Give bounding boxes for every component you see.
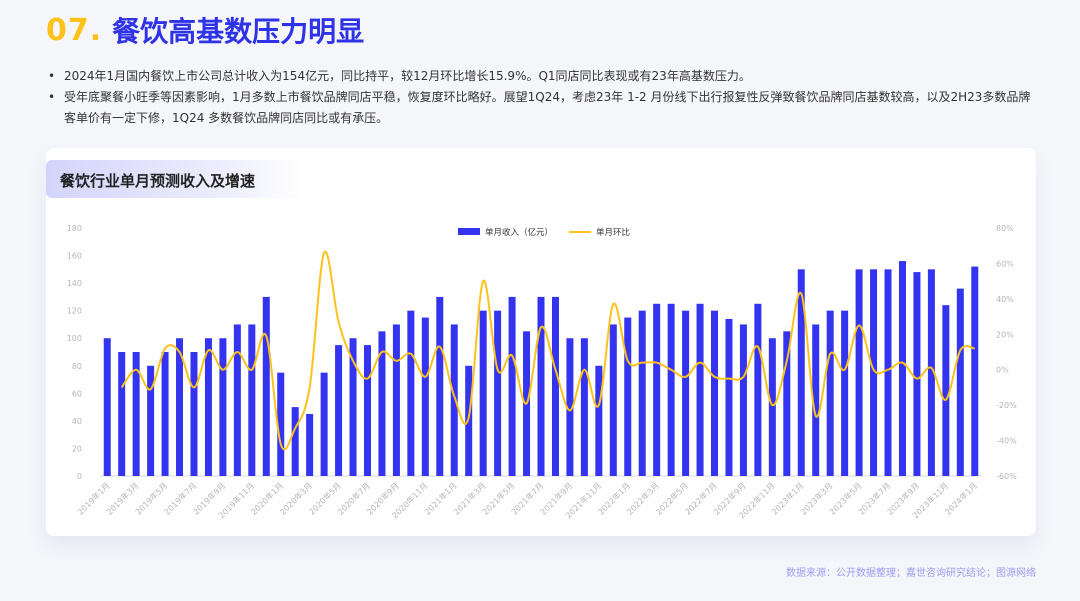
y-left-tick-label: 120 — [67, 307, 82, 316]
card-title: 餐饮行业单月预测收入及增速 — [60, 172, 256, 190]
bar — [638, 310, 646, 476]
bar — [624, 317, 632, 476]
bar — [956, 288, 964, 476]
bar — [797, 269, 805, 476]
bar — [898, 261, 906, 476]
card-header: 餐饮行业单月预测收入及增速 — [46, 160, 304, 198]
y-left-tick-label: 0 — [77, 472, 82, 481]
y-left-tick-label: 60 — [72, 389, 82, 398]
bar — [204, 338, 212, 476]
bar — [363, 345, 371, 476]
bar — [248, 324, 256, 476]
mom-growth-line — [120, 250, 975, 451]
y-left-tick-label: 100 — [67, 334, 82, 343]
bar — [812, 324, 820, 476]
bar — [277, 372, 285, 476]
legend-line-label: 单月环比 — [596, 227, 630, 238]
bar — [392, 324, 400, 476]
bar — [508, 296, 516, 476]
bar — [233, 324, 241, 476]
bullet-item: 2024年1月国内餐饮上市公司总计收入为154亿元，同比持平，较12月环比增长1… — [46, 66, 1036, 87]
bar — [494, 310, 502, 476]
bar — [768, 338, 776, 476]
legend-bar-swatch — [458, 228, 480, 235]
bar — [696, 303, 704, 476]
bar — [927, 269, 935, 476]
bar — [537, 296, 545, 476]
bar — [132, 352, 140, 476]
bar — [436, 296, 444, 476]
y-left-tick-label: 160 — [67, 252, 82, 261]
bar — [335, 345, 343, 476]
chart-svg: 0 20 40 60 80 100 120 140 160 180 -60% -40% -20% 0% 20… — [67, 224, 1017, 520]
bar — [595, 365, 603, 476]
y-right-tick-label: -40% — [996, 437, 1017, 446]
legend-bar-label: 单月收入（亿元） — [485, 227, 553, 238]
chart-card: 餐饮行业单月预测收入及增速 0 20 40 60 80 100 120 140 160 180 -6… — [46, 148, 1036, 536]
bar — [147, 365, 155, 476]
bar — [176, 338, 184, 476]
bar — [739, 324, 747, 476]
page-header: 07. 餐饮高基数压力明显 — [46, 10, 364, 50]
bar — [783, 331, 791, 476]
bar — [291, 407, 299, 476]
section-number: 07. — [46, 12, 103, 48]
bar — [725, 318, 733, 476]
bullet-item: 受年底聚餐小旺季等因素影响，1月多数上市餐饮品牌同店平稳，恢复度环比略好。展望1… — [46, 87, 1036, 129]
bar — [826, 310, 834, 476]
bar — [566, 338, 574, 476]
bar — [103, 338, 111, 476]
y-left-tick-label: 20 — [72, 444, 82, 453]
y-right-tick-label: 60% — [996, 259, 1014, 268]
bar — [682, 310, 690, 476]
bar — [754, 303, 762, 476]
bar — [320, 372, 328, 476]
y-left-tick-label: 140 — [67, 279, 82, 288]
y-right-tick-label: -20% — [996, 401, 1017, 410]
y-right-tick-label: 0% — [996, 366, 1009, 375]
bar — [971, 266, 979, 476]
bar — [421, 317, 429, 476]
bar — [407, 310, 415, 476]
bar — [450, 324, 458, 476]
bar — [913, 272, 921, 476]
bar — [306, 414, 314, 476]
source-note: 数据来源：公开数据整理；嘉世咨询研究结论；图源网络 — [786, 568, 1036, 579]
y-left-tick-label: 180 — [67, 224, 82, 233]
bar — [378, 331, 386, 476]
bar — [942, 305, 950, 476]
bar — [855, 269, 863, 476]
bar — [161, 352, 169, 476]
bar — [653, 303, 661, 476]
y-right-tick-label: -60% — [996, 472, 1017, 481]
bar — [479, 310, 487, 476]
y-right-tick-label: 20% — [996, 330, 1014, 339]
bar — [884, 269, 892, 476]
bar — [190, 352, 198, 476]
y-left-tick-label: 80 — [72, 362, 82, 371]
bar — [609, 324, 617, 476]
bar — [262, 296, 270, 476]
y-left-tick-label: 40 — [72, 417, 82, 426]
y-right-tick-label: 80% — [996, 224, 1014, 233]
page-title: 餐饮高基数压力明显 — [112, 15, 365, 48]
y-right-tick-label: 40% — [996, 295, 1014, 304]
bar — [841, 310, 849, 476]
bullet-list: 2024年1月国内餐饮上市公司总计收入为154亿元，同比持平，较12月环比增长1… — [46, 66, 1036, 129]
bar — [580, 338, 588, 476]
bar — [667, 303, 675, 476]
bar — [551, 296, 559, 476]
bar — [711, 310, 719, 476]
bar — [118, 352, 126, 476]
bar — [349, 338, 357, 476]
bar — [219, 338, 227, 476]
bar — [870, 269, 878, 476]
